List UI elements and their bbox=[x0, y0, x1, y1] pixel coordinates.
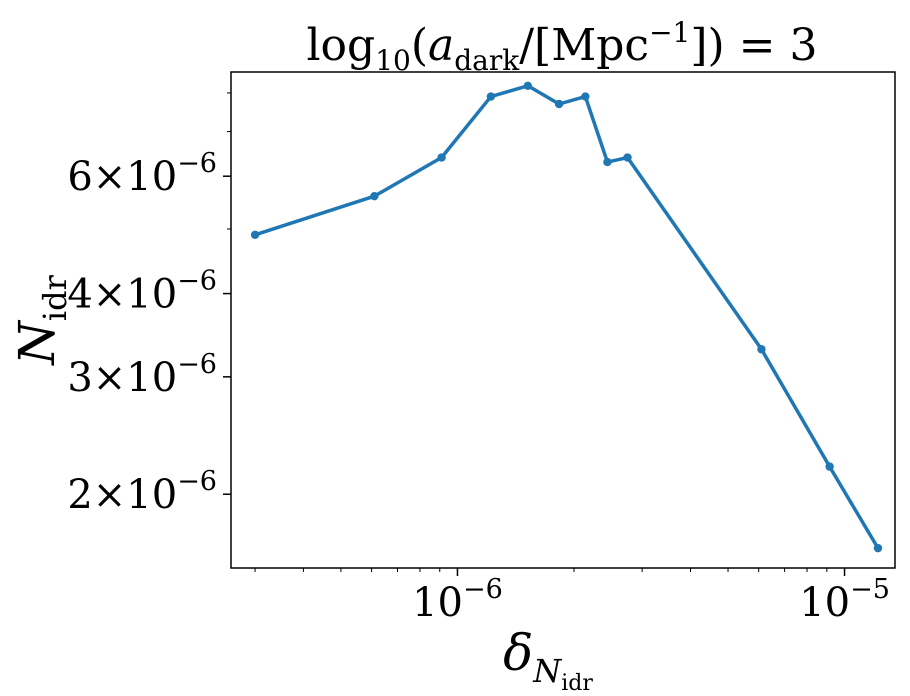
x-tick-label: 10−6 bbox=[412, 574, 503, 626]
title-prefix: log bbox=[306, 20, 375, 71]
data-point bbox=[623, 153, 632, 162]
x-axis-label: δNidr bbox=[503, 624, 593, 696]
data-point bbox=[873, 543, 883, 553]
chart-title: log10(adark/[Mpc−1]) = 3 bbox=[306, 16, 817, 77]
series-line bbox=[254, 84, 880, 550]
data-point bbox=[250, 230, 260, 240]
x-label-subsub: idr bbox=[561, 671, 593, 696]
tick-labels: 10−6 10−5 2×10−6 3×10−6 4×10−6 6×10−6 bbox=[67, 148, 890, 626]
y-axis-label: Nidr bbox=[8, 274, 74, 365]
data-point bbox=[581, 92, 590, 101]
y-tick-label: 6×10−6 bbox=[67, 148, 217, 200]
y-label-sub: idr bbox=[36, 274, 74, 321]
y-tick-label: 2×10−6 bbox=[67, 466, 217, 518]
data-point bbox=[757, 345, 766, 354]
x-label-main: δ bbox=[503, 624, 533, 682]
tick-marks bbox=[223, 92, 846, 576]
series-points bbox=[250, 81, 883, 553]
y-label-main: N bbox=[8, 319, 66, 366]
y-tick-label: 4×10−6 bbox=[67, 266, 217, 318]
title-close: ]) = 3 bbox=[690, 20, 817, 71]
data-point bbox=[603, 157, 612, 167]
title-var: a bbox=[428, 20, 454, 71]
data-point bbox=[825, 462, 834, 471]
x-label-sub: N bbox=[532, 652, 562, 690]
data-point bbox=[370, 191, 379, 201]
data-point bbox=[437, 153, 446, 162]
title-mid: /[Mpc bbox=[519, 20, 649, 71]
data-point bbox=[523, 81, 533, 90]
title-mid-sup: −1 bbox=[649, 16, 690, 49]
data-point bbox=[554, 99, 564, 109]
plot-frame bbox=[230, 71, 896, 569]
y-tick-label: 3×10−6 bbox=[67, 349, 217, 401]
x-tick-label: 10−5 bbox=[799, 574, 890, 626]
data-point bbox=[486, 92, 496, 101]
title-open: ( bbox=[411, 20, 428, 71]
